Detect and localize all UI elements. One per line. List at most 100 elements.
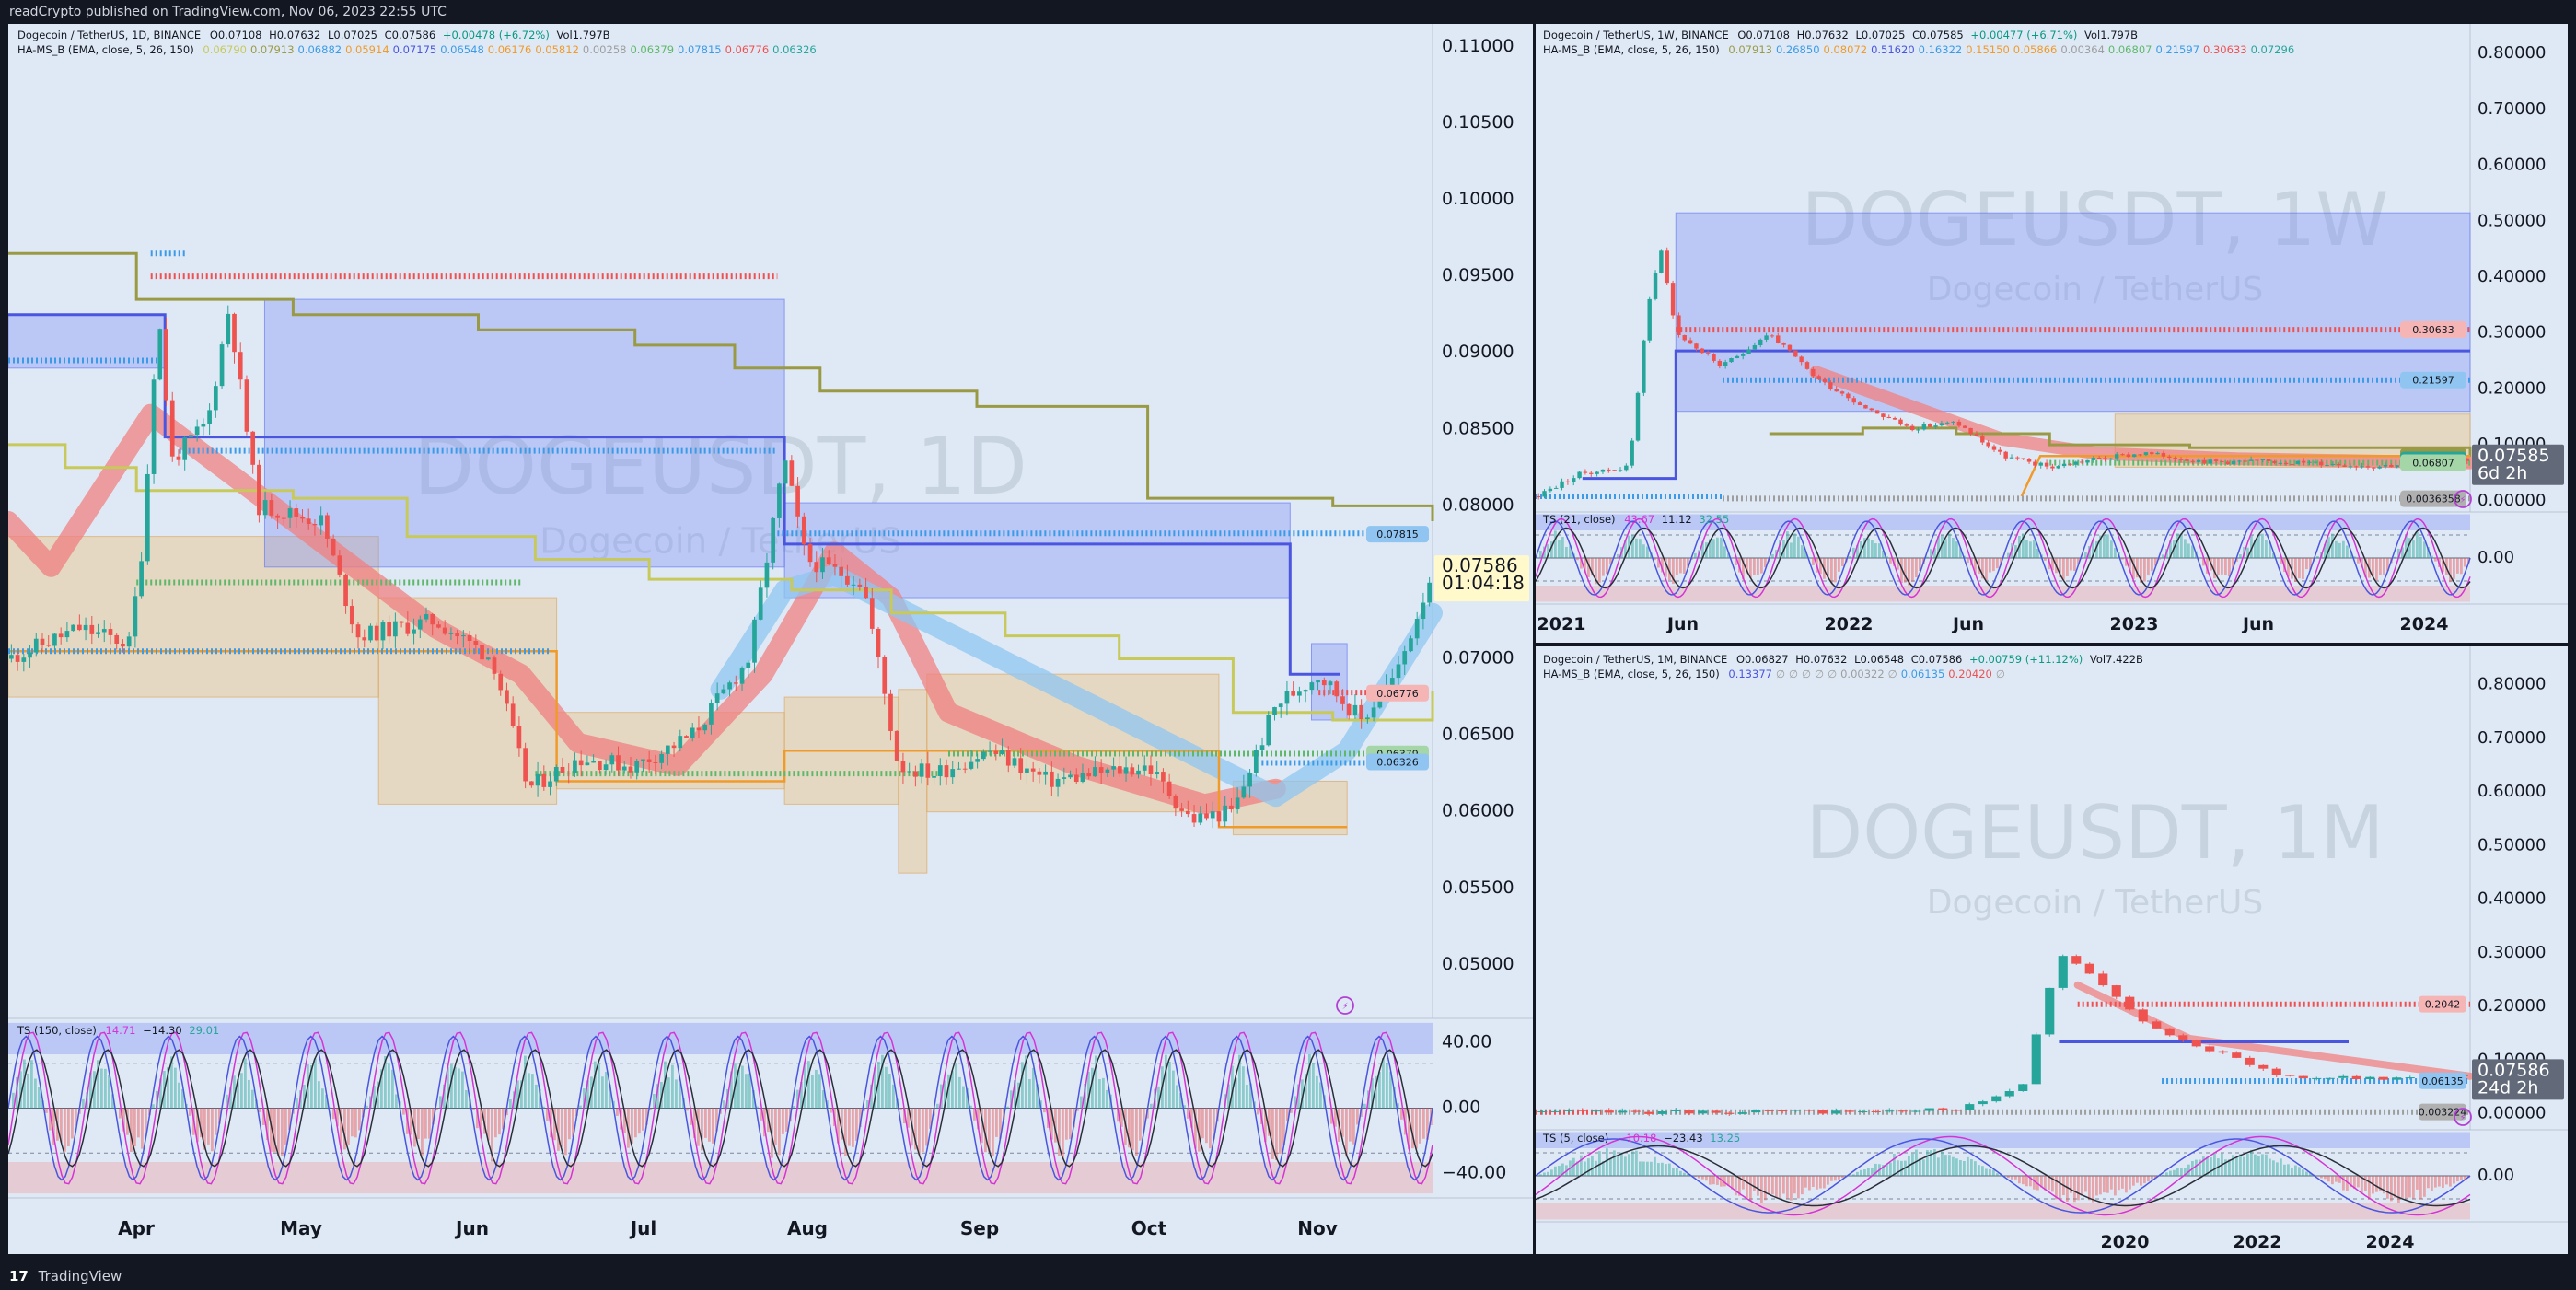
weekly-chart-panel[interactable]: DOGEUSDT, 1W Dogecoin / TetherUS 0.80000 0.…: [1536, 24, 2568, 643]
daily-indicator-bar: [233, 1075, 236, 1109]
weekly-candle-body: [2132, 454, 2137, 458]
monthly-indicator-bar: [2118, 1176, 2120, 1191]
daily-indicator-bar: [553, 1108, 556, 1141]
daily-candle-body: [232, 313, 237, 353]
monthly-indicator-bar: [2169, 1170, 2172, 1176]
weekly-indicator-bar: [2416, 531, 2419, 558]
monthly-indicator-bar: [2364, 1176, 2367, 1191]
monthly-legend-line2: HA-MS_B (EMA, close, 5, 26, 150) 0.13377…: [1543, 667, 2147, 681]
weekly-candle-body: [1659, 250, 1664, 273]
daily-indicator-value: 0.07913: [249, 43, 295, 56]
daily-candle-body: [1321, 680, 1327, 686]
daily-candle-body: [442, 627, 447, 634]
daily-indicator-bar: [321, 1088, 324, 1109]
daily-candle-body: [1421, 602, 1426, 620]
daily-candle-body: [101, 629, 107, 633]
daily-candle-body: [1427, 582, 1432, 603]
monthly-chart-panel[interactable]: DOGEUSDT, 1M Dogecoin / TetherUS 0.80000 0.…: [1536, 646, 2568, 1254]
daily-indicator-bar: [215, 1108, 217, 1135]
weekly-indicator-bar: [2239, 554, 2242, 558]
daily-indicator-bar: [303, 1084, 306, 1109]
weekly-indicator-value: 0.16322: [1918, 43, 1963, 56]
weekly-candle-body: [2330, 463, 2336, 465]
weekly-high: H0.07632: [1796, 29, 1849, 41]
weekly-indicator-tick: 0.00: [2477, 548, 2514, 567]
monthly-indicator-bar: [2103, 1176, 2106, 1193]
daily-indicator-bar: [1010, 1090, 1013, 1109]
daily-indicator-value: 0.06790: [203, 43, 247, 56]
weekly-candle-body: [2260, 459, 2266, 461]
monthly-watermark-symbol: DOGEUSDT, 1M: [1806, 790, 2385, 876]
weekly-indicator-bar: [1731, 558, 1734, 559]
monthly-y-tick-label: 0.60000: [2477, 782, 2546, 801]
weekly-candle-body: [2307, 461, 2312, 463]
daily-candle-body: [1340, 696, 1345, 704]
daily-indicator-bar: [903, 1108, 906, 1124]
weekly-indicator-bar: [2033, 540, 2036, 558]
daily-indicator-bar: [1330, 1108, 1333, 1124]
daily-candle-body: [1297, 691, 1302, 696]
monthly-indicator-bar: [2434, 1176, 2437, 1188]
monthly-indicator-bar: [1642, 1161, 1645, 1176]
monthly-candle-body: [2138, 1009, 2148, 1022]
monthly-indicator-bar: [2316, 1176, 2319, 1177]
daily-indicator-bar: [1080, 1096, 1083, 1109]
daily-indicator-bar: [443, 1084, 446, 1109]
daily-indicator-bar: [450, 1063, 453, 1109]
daily-yellowgreen-line: [8, 443, 1434, 722]
daily-indicator-bar: [196, 1108, 199, 1143]
weekly-candle-body: [1933, 425, 1938, 427]
daily-indicator-bar: [421, 1108, 424, 1156]
weekly-indicator-bar: [2342, 540, 2345, 558]
weekly-candle-body: [1986, 442, 1990, 447]
daily-candle-body: [455, 633, 459, 637]
daily-indicator-bar: [778, 1108, 781, 1156]
daily-indicator-bar: [207, 1108, 210, 1145]
daily-indicator-bar: [1305, 1074, 1307, 1109]
weekly-indicator-bar: [2154, 558, 2157, 566]
daily-indicator-bar: [325, 1094, 328, 1109]
daily-candle-body: [349, 606, 354, 625]
monthly-candle-body: [1671, 1110, 1681, 1111]
monthly-indicator-value: 0.20420: [1948, 668, 1992, 680]
weekly-indicator-bar: [2350, 550, 2352, 558]
daily-chart-panel[interactable]: DOGEUSDT, 1DDogecoin / TetherUS0.110000.…: [8, 24, 1533, 1254]
monthly-indicator-bar: [1830, 1176, 1833, 1181]
daily-candle-body: [1018, 758, 1024, 773]
daily-price-tag-label: 0.06776: [1376, 688, 1419, 700]
monthly-x-tick-label: 2022: [2234, 1232, 2282, 1252]
daily-indicator-bar: [583, 1088, 586, 1109]
monthly-indicator-bar: [2445, 1176, 2448, 1185]
weekly-indicator-bar: [1723, 546, 1726, 558]
weekly-candle-body: [1694, 343, 1699, 349]
daily-candle-body: [1247, 773, 1252, 787]
monthly-chart-svg[interactable]: DOGEUSDT, 1M Dogecoin / TetherUS 0.80000 0.…: [1536, 646, 2568, 1254]
monthly-indicator-bar: [2121, 1176, 2124, 1189]
daily-candle-body: [578, 760, 584, 766]
daily-indicator-bar: [1341, 1108, 1344, 1137]
weekly-orange-level-line: [2020, 455, 2470, 497]
weekly-indicator-bar: [2095, 540, 2098, 558]
daily-candle-body: [399, 621, 404, 623]
monthly-legend-line1: Dogecoin / TetherUS, 1M, BINANCE O0.0682…: [1543, 652, 2147, 667]
daily-candle-body: [262, 500, 268, 516]
daily-indicator-bar: [1179, 1093, 1182, 1109]
weekly-chart-svg[interactable]: DOGEUSDT, 1W Dogecoin / TetherUS 0.80000 0.…: [1536, 24, 2568, 643]
daily-candle-body: [1105, 769, 1110, 773]
weekly-indicator-bar: [1624, 540, 1627, 558]
daily-chart-svg[interactable]: DOGEUSDT, 1DDogecoin / TetherUS0.110000.…: [8, 24, 1533, 1254]
monthly-indicator-bar: [1919, 1157, 1921, 1176]
daily-indicator-bar: [424, 1108, 427, 1139]
daily-candle-body: [1136, 770, 1141, 775]
daily-indicator-bar: [373, 1086, 376, 1109]
monthly-y-tick-label: 0.80000: [2477, 675, 2546, 694]
monthly-watermark-name: Dogecoin / TetherUS: [1927, 884, 2264, 922]
monthly-indicator-bar: [2176, 1168, 2179, 1176]
monthly-indicator-bar: [2283, 1164, 2286, 1176]
daily-indicator-bar: [380, 1069, 383, 1109]
daily-indicator-bar: [1408, 1108, 1410, 1150]
daily-indicator-bar: [1150, 1103, 1153, 1109]
daily-candle-body: [151, 379, 157, 474]
monthly-indicator-bar: [2210, 1156, 2212, 1176]
monthly-indicator-bar: [2346, 1176, 2349, 1191]
